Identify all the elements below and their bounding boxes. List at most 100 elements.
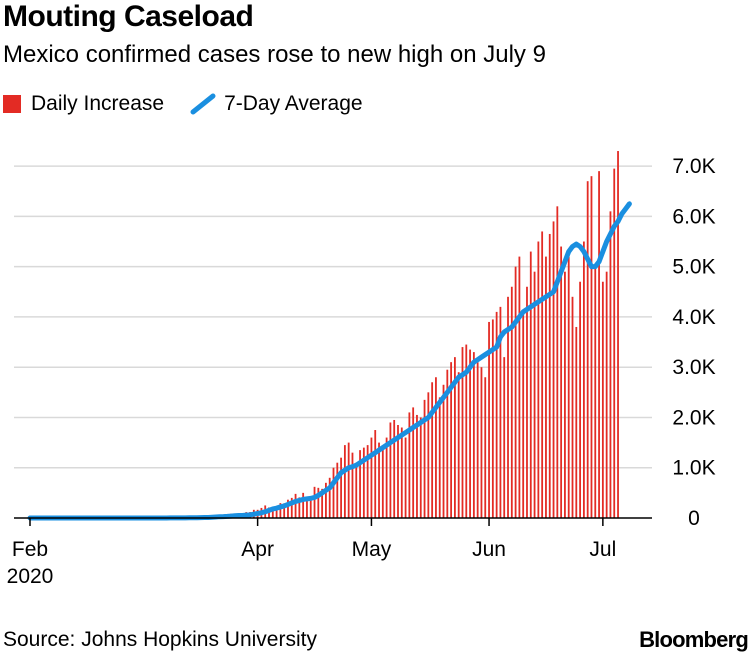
legend-item-daily-increase: Daily Increase bbox=[3, 92, 164, 116]
y-tick-label: 4.0K bbox=[672, 306, 715, 329]
bar-daily-increase bbox=[442, 384, 445, 518]
bar-daily-increase bbox=[488, 321, 490, 518]
bar-daily-increase bbox=[533, 271, 536, 518]
bar-daily-increase bbox=[294, 493, 297, 518]
y-tick-label: 5.0K bbox=[672, 256, 715, 279]
bar-daily-increase bbox=[325, 482, 327, 518]
source-note: Source: Johns Hopkins University bbox=[3, 628, 317, 651]
bar-daily-increase bbox=[503, 357, 506, 518]
axes: 0 1.0K 2.0K 3.0K 4.0K 5.0K 6.0K 7.0K Feb 2020 Apr M… bbox=[7, 155, 716, 588]
x-tick-label: Jul bbox=[589, 538, 616, 561]
seven-day-average-line bbox=[27, 201, 632, 521]
bar-daily-increase bbox=[336, 462, 339, 518]
bar-daily-increase bbox=[495, 311, 498, 518]
bar-daily-increase bbox=[397, 425, 399, 518]
bar-daily-increase bbox=[389, 422, 392, 518]
bar-daily-increase bbox=[586, 181, 589, 518]
y-tick-label: 1.0K bbox=[672, 457, 715, 480]
bar-daily-increase bbox=[571, 296, 574, 518]
y-tick-label: 2.0K bbox=[672, 406, 715, 429]
legend-label-7-day-average: 7-Day Average bbox=[224, 92, 363, 115]
bar-daily-increase bbox=[514, 266, 517, 518]
legend: Daily Increase 7-Day Average bbox=[3, 90, 389, 118]
bar-daily-increase bbox=[594, 266, 597, 518]
bar-daily-increase bbox=[408, 412, 411, 518]
bar-daily-increase bbox=[499, 306, 502, 518]
bar-daily-increase bbox=[564, 271, 566, 518]
bar-daily-increase bbox=[601, 281, 604, 518]
bar-daily-increase bbox=[374, 430, 377, 518]
y-tick-label: 0 bbox=[688, 507, 700, 530]
grid-lines bbox=[14, 165, 652, 469]
bar-daily-increase bbox=[355, 462, 358, 518]
x-tick-label: May bbox=[352, 538, 392, 561]
bar-daily-increase bbox=[582, 241, 585, 518]
bar-daily-increase bbox=[271, 508, 274, 518]
bar-daily-increase bbox=[545, 256, 547, 518]
bar-daily-increase bbox=[605, 271, 608, 518]
legend-label-daily-increase: Daily Increase bbox=[31, 92, 165, 115]
bar-daily-increase bbox=[526, 286, 528, 518]
bar-daily-increase bbox=[381, 447, 384, 518]
bar-daily-increase bbox=[518, 256, 521, 518]
bar-daily-increase bbox=[362, 447, 365, 518]
bar-daily-increase bbox=[313, 486, 316, 518]
bar-daily-increase bbox=[446, 369, 449, 518]
bar-daily-increase bbox=[537, 241, 540, 518]
daily-increase-bars bbox=[131, 151, 619, 519]
bar-daily-increase bbox=[321, 488, 324, 518]
bar-daily-increase bbox=[290, 497, 293, 518]
bloomberg-logo: Bloomberg bbox=[639, 627, 749, 652]
bar-daily-increase bbox=[370, 437, 373, 518]
bar-daily-increase bbox=[359, 450, 361, 518]
bar-daily-increase bbox=[472, 352, 475, 518]
bar-daily-increase bbox=[306, 496, 308, 518]
bar-daily-increase bbox=[454, 357, 456, 518]
chart-title: Mouting Caseload bbox=[3, 0, 254, 33]
bar-daily-increase bbox=[393, 419, 396, 518]
bar-daily-increase bbox=[590, 176, 593, 518]
bar-daily-increase bbox=[522, 311, 525, 518]
y-tick-label: 6.0K bbox=[672, 205, 715, 228]
bar-daily-increase bbox=[560, 246, 563, 519]
bar-daily-increase bbox=[617, 151, 619, 518]
bar-daily-increase bbox=[385, 437, 388, 518]
bar-daily-increase bbox=[529, 251, 532, 518]
legend-line-swatch bbox=[190, 93, 216, 115]
bar-daily-increase bbox=[427, 392, 430, 518]
bar-daily-increase bbox=[378, 442, 380, 518]
x-tick-label: Feb bbox=[12, 538, 48, 561]
legend-bar-swatch bbox=[3, 95, 21, 113]
bar-daily-increase bbox=[507, 296, 509, 518]
bar-daily-increase bbox=[340, 457, 342, 518]
bar-daily-increase bbox=[275, 508, 278, 518]
bar-daily-increase bbox=[431, 382, 434, 518]
bar-daily-increase bbox=[416, 414, 418, 518]
bar-daily-increase bbox=[567, 256, 570, 518]
bar-daily-increase bbox=[450, 362, 453, 518]
bar-daily-increase bbox=[283, 503, 286, 518]
bar-daily-increase bbox=[469, 349, 471, 518]
x-tick-label: Apr bbox=[241, 538, 274, 561]
bar-daily-increase bbox=[541, 231, 544, 518]
x-tick-sublabel: 2020 bbox=[7, 565, 54, 588]
bar-daily-increase bbox=[343, 445, 346, 518]
bar-daily-increase bbox=[575, 326, 578, 518]
bar-daily-increase bbox=[609, 211, 612, 518]
bar-daily-increase bbox=[279, 503, 282, 518]
bar-daily-increase bbox=[328, 477, 331, 518]
bar-daily-increase bbox=[613, 168, 616, 518]
bar-daily-increase bbox=[484, 377, 487, 518]
bar-daily-increase bbox=[332, 467, 335, 518]
bar-daily-increase bbox=[419, 417, 422, 518]
bar-daily-increase bbox=[302, 492, 305, 518]
bar-daily-increase bbox=[491, 319, 494, 518]
bar-daily-increase bbox=[556, 206, 559, 518]
x-tick-label: Jun bbox=[472, 538, 506, 561]
bar-daily-increase bbox=[465, 344, 468, 518]
bar-daily-increase bbox=[438, 397, 441, 518]
bar-daily-increase bbox=[309, 497, 312, 518]
bar-daily-increase bbox=[476, 362, 479, 518]
bar-daily-increase bbox=[412, 407, 415, 518]
